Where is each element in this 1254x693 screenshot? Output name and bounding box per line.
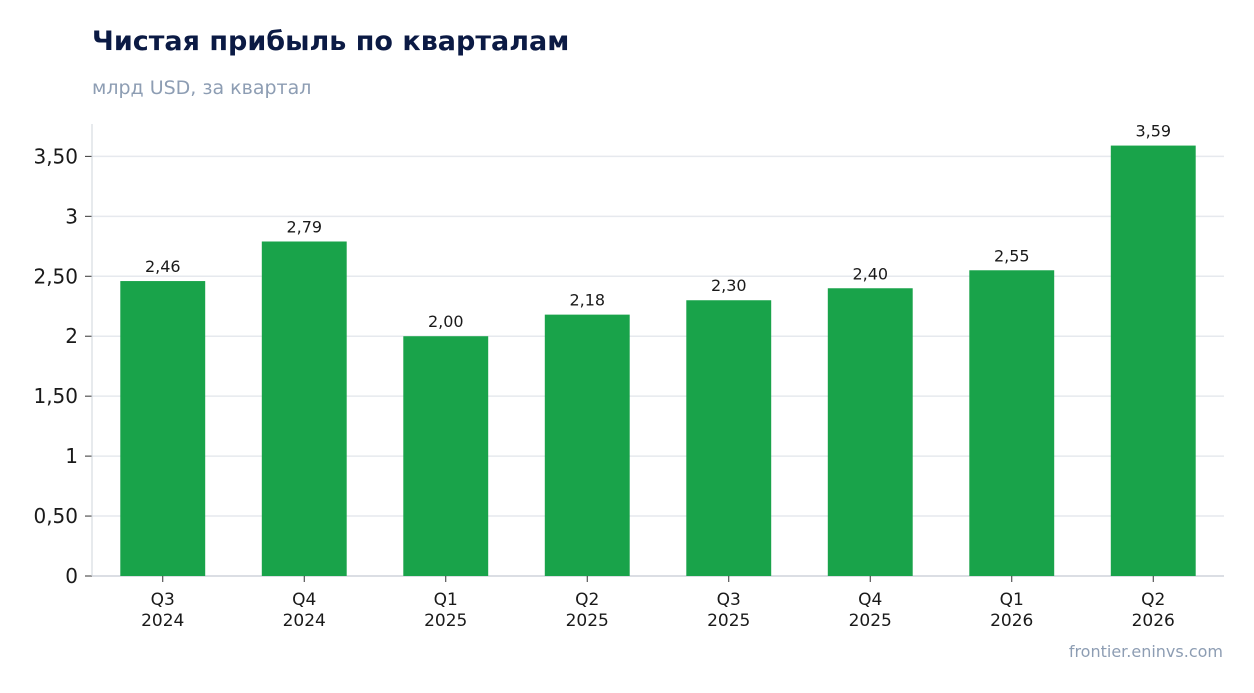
x-tick-label-year: 2024 [283, 611, 326, 631]
y-tick-label: 0,50 [33, 504, 78, 528]
data-label: 2,30 [711, 276, 747, 295]
bar [1110, 145, 1196, 576]
x-tick-label-year: 2025 [849, 611, 892, 631]
y-tick-label: 2 [65, 324, 78, 348]
x-tick-label-year: 2025 [424, 611, 467, 631]
x-tick-label-year: 2025 [707, 611, 750, 631]
x-tick-label-quarter: Q1 [1000, 590, 1024, 610]
x-tick-label-year: 2026 [990, 611, 1033, 631]
y-tick-label: 1,50 [33, 384, 78, 408]
data-label: 2,40 [852, 264, 888, 283]
bar [120, 281, 206, 576]
y-tick-label: 3,50 [33, 144, 78, 168]
y-tick-label: 0 [65, 564, 78, 588]
chart-subtitle: млрд USD, за квартал [92, 77, 312, 99]
y-tick-label: 1 [65, 444, 78, 468]
x-tick-label-quarter: Q4 [858, 590, 882, 610]
data-label: 2,46 [145, 257, 181, 276]
x-tick-label-quarter: Q4 [292, 590, 316, 610]
y-tick-label: 2,50 [33, 264, 78, 288]
bar [686, 300, 772, 576]
x-tick-label-quarter: Q1 [434, 590, 458, 610]
bar [827, 288, 913, 576]
x-tick-label-quarter: Q2 [575, 590, 599, 610]
x-tick-label-quarter: Q2 [1141, 590, 1165, 610]
y-tick-label: 3 [65, 204, 78, 228]
x-tick-label-quarter: Q3 [717, 590, 741, 610]
bar [261, 241, 347, 576]
bar [544, 314, 630, 576]
data-label: 2,55 [994, 246, 1030, 265]
bar [969, 270, 1055, 576]
chart-title: Чистая прибыль по кварталам [92, 26, 570, 57]
x-tick-label-year: 2025 [566, 611, 609, 631]
data-label: 2,79 [286, 217, 322, 236]
bar [403, 336, 489, 576]
x-tick-label-quarter: Q3 [151, 590, 175, 610]
source-label: frontier.eninvs.com [1068, 642, 1223, 661]
x-tick-label-year: 2024 [141, 611, 184, 631]
data-label: 2,18 [569, 291, 605, 310]
data-label: 2,00 [428, 312, 464, 331]
x-tick-label-year: 2026 [1132, 611, 1175, 631]
data-label: 3,59 [1135, 122, 1171, 141]
